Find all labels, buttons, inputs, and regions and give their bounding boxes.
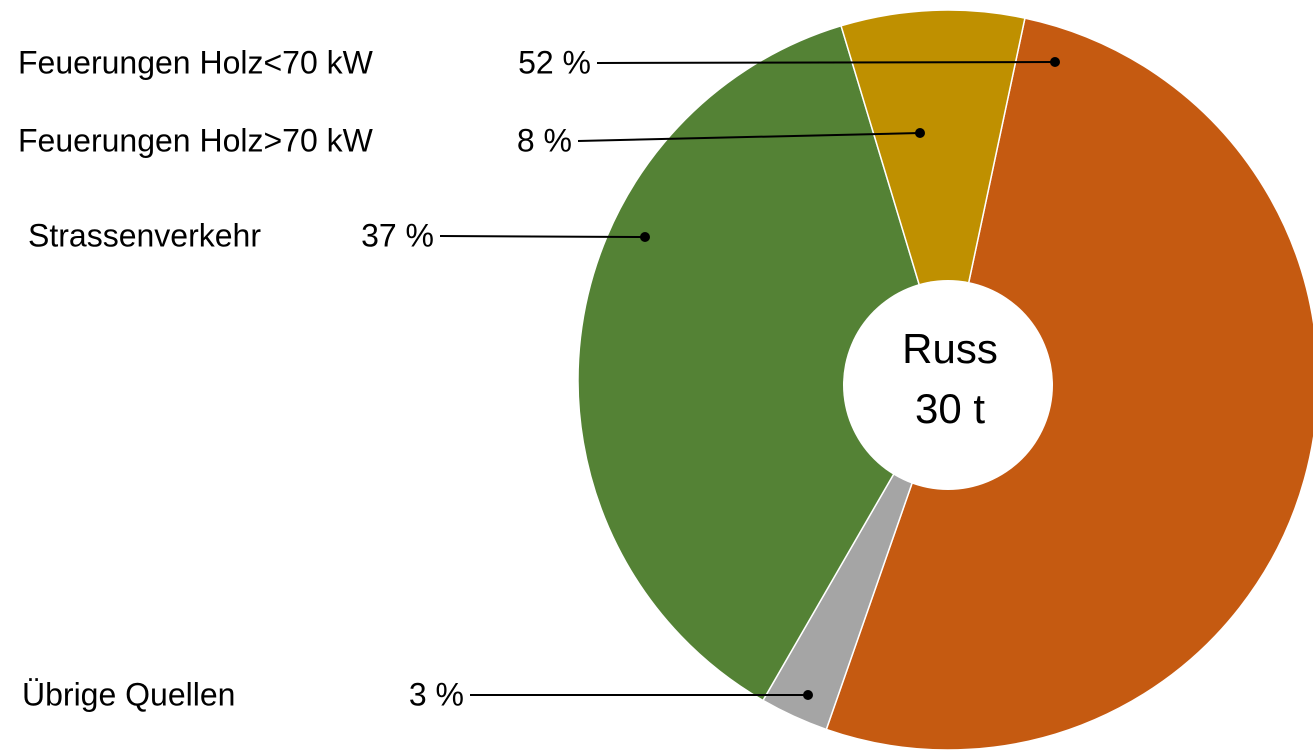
slices <box>577 9 1313 751</box>
value-label: 37 % <box>361 217 434 253</box>
slice <box>840 9 1026 381</box>
donut-hole <box>843 280 1053 490</box>
value-label: 8 % <box>517 122 572 158</box>
slice <box>825 17 1313 751</box>
leader-dot <box>803 690 813 700</box>
leader-line <box>439 235 646 238</box>
category-label: Feuerungen Holz>70 kW <box>18 122 374 158</box>
center-label: 30 t <box>915 385 985 432</box>
slice <box>577 24 949 702</box>
category-label: Strassenverkehr <box>28 217 261 253</box>
value-label: 52 % <box>518 44 591 80</box>
leader-dot <box>915 128 925 138</box>
leader-dot <box>640 232 650 242</box>
center-label: Russ <box>902 325 998 372</box>
category-label: Feuerungen Holz<70 kW <box>18 44 374 80</box>
leader-line <box>577 132 921 142</box>
leader-line <box>596 61 1056 64</box>
value-label: 3 % <box>409 676 464 712</box>
leader-dot <box>1050 57 1060 67</box>
category-label: Übrige Quellen <box>22 676 235 712</box>
